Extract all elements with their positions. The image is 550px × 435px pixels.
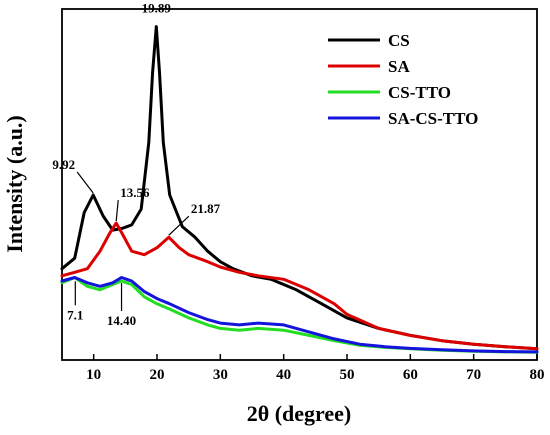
x-axis-title: 2θ (degree) [247,401,352,426]
x-axis-ticks: 10 20 30 40 50 60 70 80 [86,354,545,383]
x-tick-label: 20 [150,367,165,383]
legend-label-sa-cs-tto: SA-CS-TTO [388,109,478,128]
legend: CS SA CS-TTO SA-CS-TTO [328,31,478,128]
series-line-sa-cs-tto [60,276,539,354]
x-tick-label: 80 [530,367,545,383]
peak-annotations: 19.89 9.92 13.56 21.87 7.1 14.40 [52,1,220,328]
y-axis-title: Intensity (a.u.) [2,115,27,253]
peak-label: 14.40 [107,313,136,328]
x-tick-label: 60 [403,367,418,383]
peak-label: 9.92 [52,157,75,172]
series-group [60,25,539,354]
peak-label: 19.89 [142,1,172,16]
x-tick-label: 40 [276,367,291,383]
peak-label: 13.56 [120,185,150,200]
annotation-pointer [76,171,94,194]
peak-label: 21.87 [191,201,221,216]
series-line-sa [60,221,539,351]
x-tick-label: 30 [213,367,228,383]
legend-label-cs-tto: CS-TTO [388,83,451,102]
legend-label-cs: CS [388,31,410,50]
peak-label: 7.1 [67,307,83,322]
x-tick-label: 70 [466,367,481,383]
annotation-pointer [115,200,119,222]
x-tick-label: 10 [86,367,101,383]
legend-label-sa: SA [388,57,410,76]
plot-frame [61,8,538,361]
annotation-pointer [168,215,190,236]
x-tick-label: 50 [340,367,355,383]
